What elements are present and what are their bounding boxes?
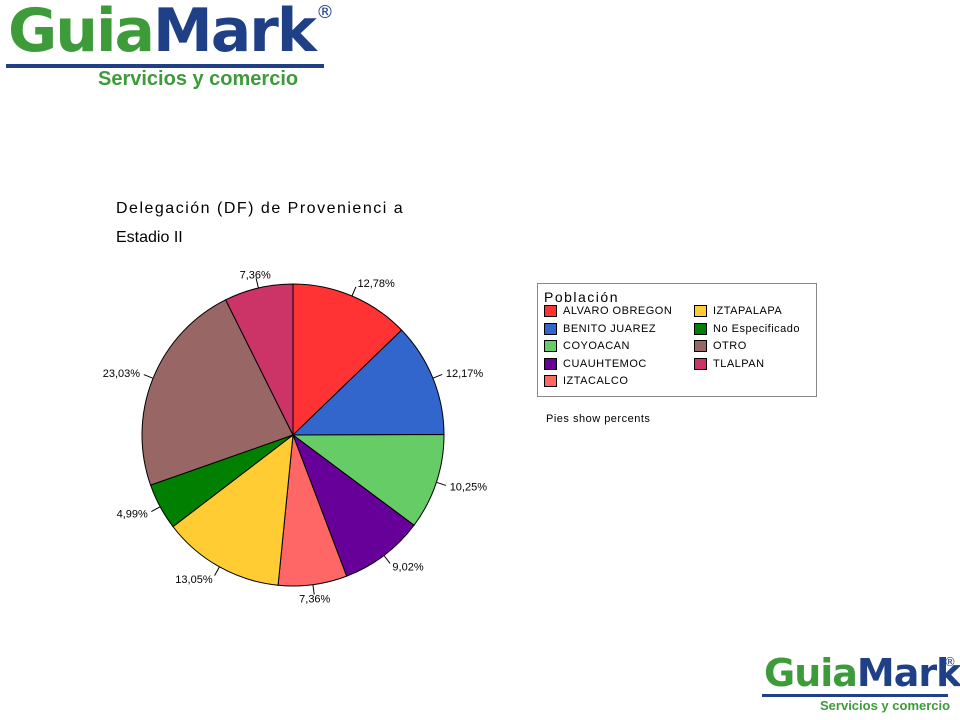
pie-slice-tlalpan — [224, 283, 294, 436]
legend-title: Población — [544, 289, 619, 305]
legend-label: OTRO — [713, 340, 747, 352]
legend-item-alvaro-obregon: ALVARO OBREGON — [544, 304, 672, 318]
slice-percent-label: 12,78% — [357, 278, 395, 290]
chart-legend: Población ALVARO OBREGON BENITO JUAREZ COY… — [537, 283, 817, 397]
guiamark-logo-bottom: GuiaMark ® Servicios y comercio — [762, 651, 960, 720]
legend-swatch — [694, 305, 707, 317]
legend-item-iztapalapa: IZTAPALAPA — [694, 304, 782, 318]
legend-label: BENITO JUAREZ — [563, 322, 657, 335]
slice-percent-label: 7,36% — [240, 269, 271, 281]
logo-wordmark: GuiaMark — [764, 651, 960, 695]
legend-swatch — [694, 340, 707, 352]
legend-label: TLALPAN — [713, 357, 765, 370]
slice-percent-label: 4,99% — [117, 508, 148, 520]
legend-swatch — [544, 357, 557, 370]
legend-item-cuauhtemoc: CUAUHTEMOC — [544, 357, 647, 371]
leader-line — [151, 506, 161, 512]
logo-tagline: Servicios y comercio — [820, 698, 951, 713]
legend-item-benito-juarez: BENITO JUAREZ — [544, 322, 656, 336]
leader-line — [351, 286, 357, 297]
leader-line — [143, 374, 154, 379]
chart-subtitle: Estadio II — [116, 229, 183, 246]
pie-slice-cuauhtemoc — [291, 433, 415, 577]
logo-underline — [6, 64, 324, 68]
logo-underline — [762, 694, 948, 697]
legend-label: ALVARO OBREGON — [563, 305, 673, 317]
slice-percent-label: 12,17% — [446, 368, 484, 380]
legend-label: No Especificado — [713, 322, 800, 335]
legend-item-otro: OTRO — [694, 339, 747, 353]
chart-title: Delegación (DF) de Provenienci a — [116, 200, 405, 217]
slice-percent-label: 10,25% — [450, 482, 488, 494]
leader-line — [432, 373, 443, 379]
logo-tagline: Servicios y comercio — [98, 68, 299, 90]
leader-line — [255, 278, 259, 289]
legend-swatch — [544, 322, 557, 335]
registered-mark: ® — [316, 2, 334, 23]
logo-wordmark: GuiaMark — [8, 0, 317, 66]
legend-item-iztacalco: IZTACALCO — [544, 374, 628, 388]
legend-item-tlalpan: TLALPAN — [694, 357, 765, 371]
legend-swatch — [544, 340, 557, 352]
leader-line — [436, 481, 447, 486]
legend-swatch — [694, 322, 707, 335]
legend-label: COYOACAN — [563, 340, 630, 352]
slice-percent-label: 13,05% — [175, 574, 213, 586]
chart-note: Pies show percents — [546, 413, 651, 425]
leader-line — [312, 584, 315, 595]
legend-label: IZTAPALAPA — [713, 305, 783, 317]
legend-swatch — [544, 305, 557, 317]
guiamark-logo-top: GuiaMark ® Servicios y comercio — [6, 0, 336, 95]
pie-slice-iztapalapa — [172, 433, 294, 586]
slice-percent-label: 9,02% — [392, 562, 423, 574]
slice-percent-label: 7,36% — [299, 594, 330, 606]
legend-item-coyoacan: COYOACAN — [544, 339, 630, 353]
slice-percent-label: 23,03% — [103, 368, 141, 380]
legend-label: IZTACALCO — [563, 375, 629, 387]
legend-swatch — [544, 375, 557, 387]
leader-line — [383, 555, 391, 564]
legend-label: CUAUHTEMOC — [563, 357, 647, 370]
legend-swatch — [694, 357, 707, 370]
legend-item-no-especificado: No Especificado — [694, 322, 800, 336]
registered-mark: ® — [944, 655, 956, 669]
leader-line — [214, 566, 220, 576]
